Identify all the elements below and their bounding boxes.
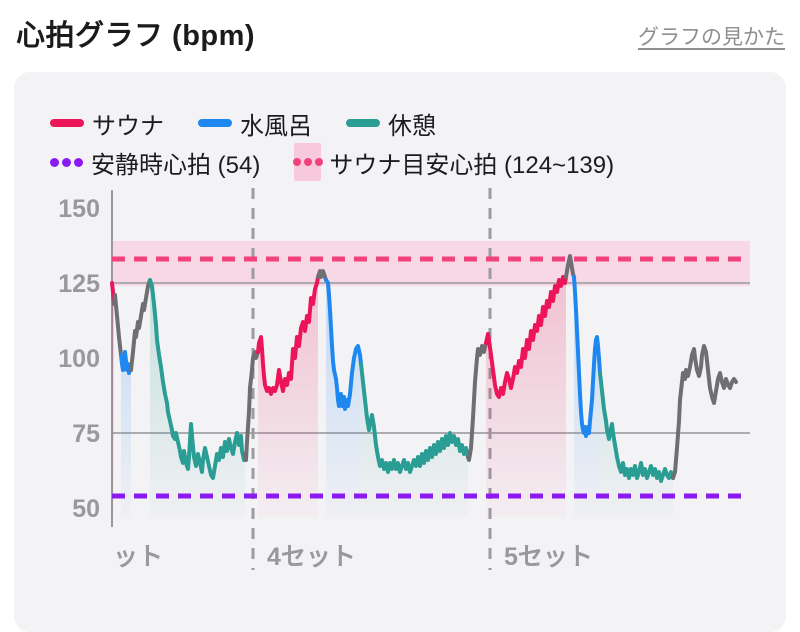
hr-line-sauna — [256, 275, 320, 396]
legend-item-target-hr: サウナ目安心拍 (124~139) — [292, 143, 615, 181]
hr-line-sauna — [484, 275, 568, 399]
legend-label-resting-hr: 安静時心拍 (54) — [91, 151, 261, 179]
heart-rate-chart-svg: 150 125 100 75 50 ット 4セット 5セット — [58, 188, 750, 571]
legend-row-2: 安静時心拍 (54) サウナ目安心拍 (124~139) — [50, 143, 615, 181]
set-label: 4セット — [267, 543, 356, 571]
target-hr-dotted-swatch — [292, 158, 323, 166]
page-title: 心拍グラフ (bpm) — [16, 20, 256, 52]
y-tick-label-125: 125 — [58, 270, 100, 298]
y-tick-label-150: 150 — [58, 195, 100, 223]
area-fill-sauna — [486, 277, 566, 517]
legend-item-resting-hr: 安静時心拍 (54) — [50, 145, 260, 180]
legend-item-rest: 休憩 — [346, 106, 436, 141]
sauna-line-swatch — [50, 119, 84, 127]
area-fill-water — [574, 277, 600, 517]
hr-line-walk — [316, 269, 328, 282]
legend-label-water: 水風呂 — [240, 112, 312, 140]
chart-card — [14, 72, 786, 632]
hr-line-walk — [564, 254, 576, 279]
area-fill-water — [326, 280, 361, 517]
set-label: ット — [113, 543, 163, 571]
hr-line-rest — [148, 278, 247, 480]
water-line-swatch — [198, 119, 232, 127]
hr-line-water — [324, 278, 363, 411]
graph-help-link[interactable]: グラフの見かた — [638, 26, 785, 49]
heart-rate-screen: { "header": { "title": "心拍グラフ (bpm)", "h… — [14, 20, 786, 632]
legend-label-target-hr: サウナ目安心拍 (124~139) — [329, 151, 615, 179]
area-fill-water — [121, 352, 131, 517]
hr-line-walk — [243, 350, 260, 462]
hr-line-walk — [112, 293, 123, 357]
y-tick-label-75: 75 — [72, 420, 100, 448]
y-tick-label-50: 50 — [72, 495, 100, 523]
legend-item-sauna: サウナ — [50, 106, 164, 141]
area-fill-sauna — [258, 277, 318, 517]
chart-legend: サウナ 水風呂 休憩 安静時心拍 (54) サウナ目安心拍 (124~139) — [50, 106, 615, 181]
hr-line-water — [572, 275, 602, 438]
hr-line-walk — [129, 278, 152, 372]
hr-line-rest — [598, 371, 675, 483]
legend-label-sauna: サウナ — [92, 112, 164, 140]
y-tick-label-100: 100 — [58, 345, 100, 373]
rest-line-swatch — [346, 119, 380, 127]
area-fill-sauna — [112, 283, 114, 517]
legend-label-rest: 休憩 — [388, 112, 436, 140]
resting-hr-dotted-swatch — [50, 157, 83, 167]
area-fill-rest — [600, 373, 673, 517]
legend-row-1: サウナ 水風呂 休憩 — [50, 106, 614, 141]
area-fill-rest — [361, 364, 468, 517]
target-band — [112, 241, 750, 286]
target-band-swatch — [292, 143, 323, 181]
hr-line-walk — [466, 341, 488, 462]
hr-line-rest — [359, 362, 470, 474]
set-label: 5セット — [504, 543, 593, 571]
hr-line-walk — [671, 344, 738, 480]
legend-item-water: 水風呂 — [198, 106, 312, 141]
